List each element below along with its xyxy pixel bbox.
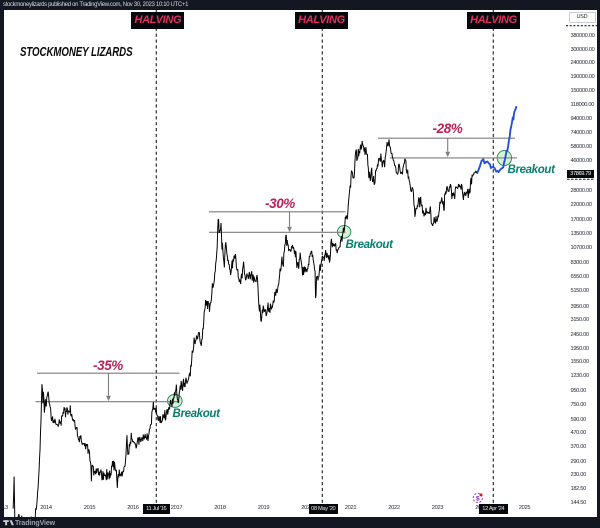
svg-text:$: $ <box>476 495 480 502</box>
